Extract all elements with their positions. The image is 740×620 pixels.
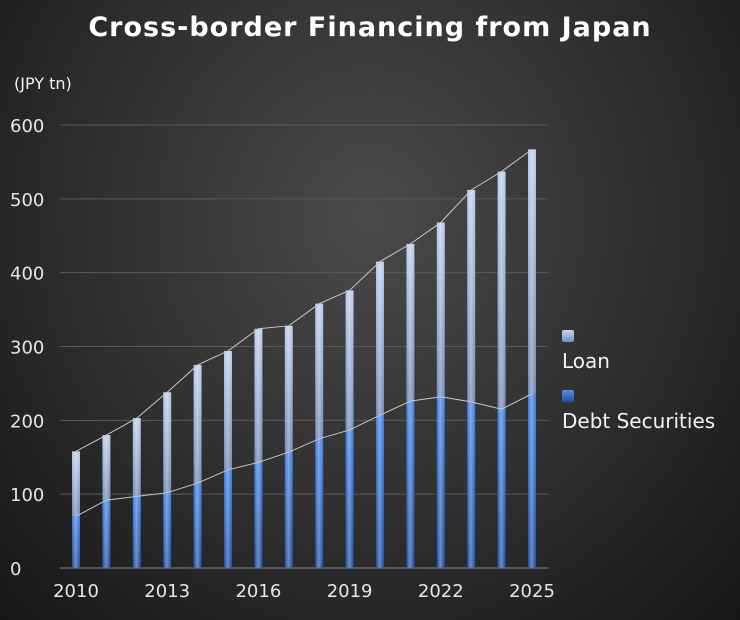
bars [72, 149, 536, 569]
bar-highlight [132, 418, 141, 568]
legend-label-debt-securities: Debt Securities [562, 409, 716, 433]
bar-highlight [224, 350, 232, 568]
bar-highlight [497, 171, 506, 568]
y-tick-label: 100 [10, 485, 44, 506]
y-axis-ticks: 0 100 200 300 400 500 600 [10, 116, 44, 580]
y-tick-label: 0 [10, 559, 21, 580]
bar-highlight [102, 435, 111, 568]
grid-lines [60, 124, 548, 569]
bar-highlight [72, 451, 80, 568]
x-tick-label: 2013 [144, 581, 190, 602]
bar-highlight [284, 325, 293, 568]
connector-line-total [75, 148, 533, 452]
y-tick-label: 400 [10, 264, 44, 285]
x-tick-label: 2019 [327, 581, 373, 602]
y-tick-label: 200 [10, 411, 44, 432]
bar-highlight [528, 149, 536, 569]
x-tick-label: 2010 [53, 581, 99, 602]
bar-highlight [436, 222, 445, 568]
x-tick-label: 2025 [509, 581, 555, 602]
chart-title: Cross-border Financing from Japan [88, 12, 652, 43]
y-axis-unit-label: (JPY tn) [14, 74, 72, 93]
y-tick-label: 600 [10, 116, 44, 137]
bar-highlight [406, 243, 415, 568]
connector-line-debt-securities [75, 393, 533, 517]
legend-item-debt-securities: Debt Securities [562, 390, 715, 432]
x-tick-label: 2016 [235, 581, 281, 602]
legend-swatch-debt-securities [562, 390, 574, 402]
bar-highlight [467, 189, 476, 568]
bar-highlight [193, 364, 202, 568]
connector-lines [75, 148, 533, 517]
bar-highlight [254, 328, 263, 568]
legend-label-loan: Loan [562, 349, 610, 373]
y-tick-label: 300 [10, 338, 44, 359]
legend-swatch-loan [562, 330, 574, 342]
x-axis-ticks: 2010 2013 2016 2019 2022 2025 [53, 581, 555, 602]
bar-highlight [163, 392, 172, 568]
bar-highlight [315, 303, 324, 568]
y-tick-label: 500 [10, 190, 44, 211]
x-tick-label: 2022 [418, 581, 464, 602]
legend-item-loan: Loan [562, 330, 610, 372]
bar-highlight [345, 290, 354, 568]
